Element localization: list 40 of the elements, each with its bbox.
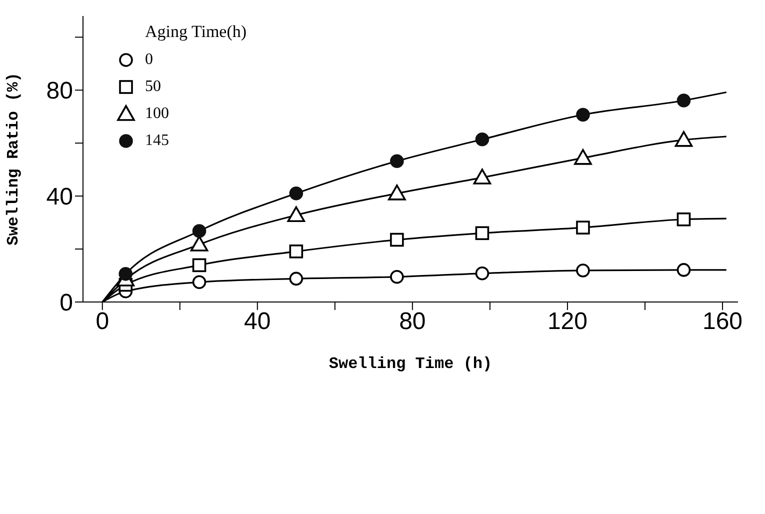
legend-label: 145 bbox=[145, 132, 169, 150]
x-axis-title: Swelling Time (h) bbox=[328, 355, 492, 373]
point bbox=[388, 184, 406, 200]
point bbox=[190, 236, 208, 252]
y-tick-label: 0 bbox=[60, 290, 73, 317]
point bbox=[118, 267, 133, 281]
point bbox=[289, 272, 304, 286]
point bbox=[390, 270, 404, 284]
legend-label: 0 bbox=[145, 50, 153, 68]
legend-label: 50 bbox=[145, 78, 161, 96]
point bbox=[576, 220, 590, 234]
point bbox=[475, 226, 490, 240]
point bbox=[287, 206, 306, 222]
point bbox=[289, 244, 304, 258]
point bbox=[574, 149, 592, 165]
x-tick-label: 120 bbox=[547, 308, 588, 336]
x-tick-label: 40 bbox=[244, 308, 271, 336]
point bbox=[289, 186, 304, 200]
point bbox=[475, 132, 490, 146]
point bbox=[390, 232, 404, 247]
y-tick-label: 80 bbox=[46, 78, 73, 105]
point bbox=[676, 263, 691, 277]
point bbox=[192, 224, 206, 238]
point bbox=[576, 264, 590, 278]
legend-title: Aging Time(h) bbox=[145, 22, 247, 42]
legend-label: 100 bbox=[145, 104, 169, 122]
point bbox=[475, 266, 490, 280]
point bbox=[192, 258, 206, 272]
point bbox=[676, 212, 691, 226]
x-tick-label: 0 bbox=[96, 308, 110, 336]
point bbox=[676, 94, 691, 108]
point bbox=[576, 108, 590, 122]
y-axis-title: Swelling Ratio (%) bbox=[4, 72, 23, 246]
y-tick-label: 40 bbox=[46, 184, 73, 211]
x-tick-label: 80 bbox=[399, 308, 426, 336]
point bbox=[192, 275, 206, 290]
point bbox=[674, 131, 693, 147]
point bbox=[390, 154, 404, 168]
point bbox=[473, 168, 492, 184]
x-tick-label: 160 bbox=[702, 308, 743, 336]
